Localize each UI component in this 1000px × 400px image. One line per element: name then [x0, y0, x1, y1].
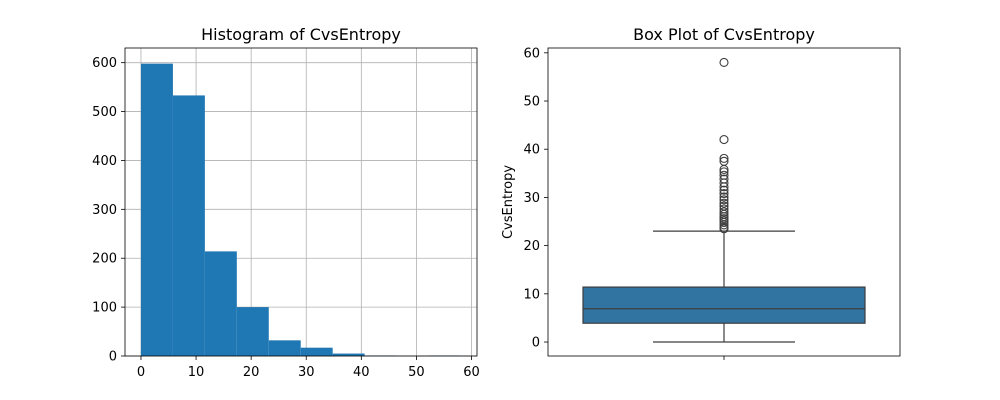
- histogram-bar-3: [236, 307, 269, 356]
- boxplot-outlier-15: [719, 185, 729, 195]
- boxplot-y-axis-label: CvsEntropy: [501, 165, 516, 239]
- histogram-y-tick-label-600: 600: [92, 56, 117, 71]
- boxplot-outlier-23: [719, 153, 729, 163]
- boxplot-outlier-11: [719, 198, 729, 208]
- histogram-panel: Histogram of CvsEntropy 0 10 20 30 40 50 60010…: [92, 25, 480, 380]
- histogram-x-tick-label-40: 40: [353, 365, 370, 380]
- histogram-bar-2: [204, 251, 237, 356]
- boxplot-outlier-19: [719, 170, 729, 180]
- histogram-y-tick-label-200: 200: [92, 252, 117, 267]
- histogram-y-tick-label-500: 500: [92, 105, 117, 120]
- boxplot-y-tick-label-40: 40: [523, 143, 540, 158]
- boxplot-outlier-9: [719, 204, 729, 214]
- boxplot-panel: Box Plot of CvsEntropy CvsEntropy 0 10 20 3…: [501, 25, 901, 360]
- histogram-x-tick-label-50: 50: [408, 365, 425, 380]
- boxplot-box: [582, 286, 866, 324]
- boxplot-outlier-8: [719, 207, 729, 217]
- boxplot: [582, 57, 866, 343]
- boxplot-outlier-22: [719, 156, 729, 166]
- boxplot-outlier-24: [719, 135, 729, 145]
- boxplot-outlier-18: [719, 174, 729, 184]
- boxplot-y-tick-label-50: 50: [523, 95, 540, 110]
- boxplot-outlier-14: [719, 189, 729, 199]
- boxplot-ticks: 0 10 20 30 40 50 60: [523, 46, 725, 360]
- histogram-y-tick-label-300: 300: [92, 203, 117, 218]
- boxplot-outlier-20: [719, 167, 729, 177]
- boxplot-outlier-1: [719, 222, 729, 232]
- histogram-bar-0: [140, 63, 173, 357]
- boxplot-outlier-13: [719, 192, 729, 202]
- histogram-x-tick-label-20: 20: [243, 365, 260, 380]
- histogram-y-tick-label-0: 0: [109, 350, 117, 365]
- boxplot-outlier-12: [719, 195, 729, 205]
- boxplot-y-tick-label-20: 20: [523, 239, 540, 254]
- histogram-bar-5: [300, 347, 333, 356]
- histogram-bars: [140, 63, 461, 357]
- boxplot-outlier-10: [719, 201, 729, 211]
- boxplot-y-tick-label-30: 30: [523, 191, 540, 206]
- histogram-x-tick-label-60: 60: [463, 365, 480, 380]
- histogram-x-tick-label-0: 0: [137, 365, 145, 380]
- histogram-y-tick-label-400: 400: [92, 154, 117, 169]
- histogram-axes-frame: [124, 47, 478, 357]
- histogram-bar-1: [172, 95, 205, 356]
- histogram-y-tick-label-100: 100: [92, 301, 117, 316]
- histogram-title: Histogram of CvsEntropy: [201, 25, 401, 44]
- boxplot-y-tick-label-10: 10: [523, 287, 540, 302]
- boxplot-y-tick-label-0: 0: [532, 336, 540, 351]
- histogram-x-tick-label-10: 10: [188, 365, 205, 380]
- histogram-bar-6: [332, 353, 365, 356]
- histogram-bar-4: [268, 340, 301, 356]
- boxplot-outlier-25: [719, 57, 729, 68]
- boxplot-title: Box Plot of CvsEntropy: [633, 25, 815, 44]
- histogram-x-tick-label-30: 30: [298, 365, 315, 380]
- boxplot-y-tick-label-60: 60: [523, 46, 540, 61]
